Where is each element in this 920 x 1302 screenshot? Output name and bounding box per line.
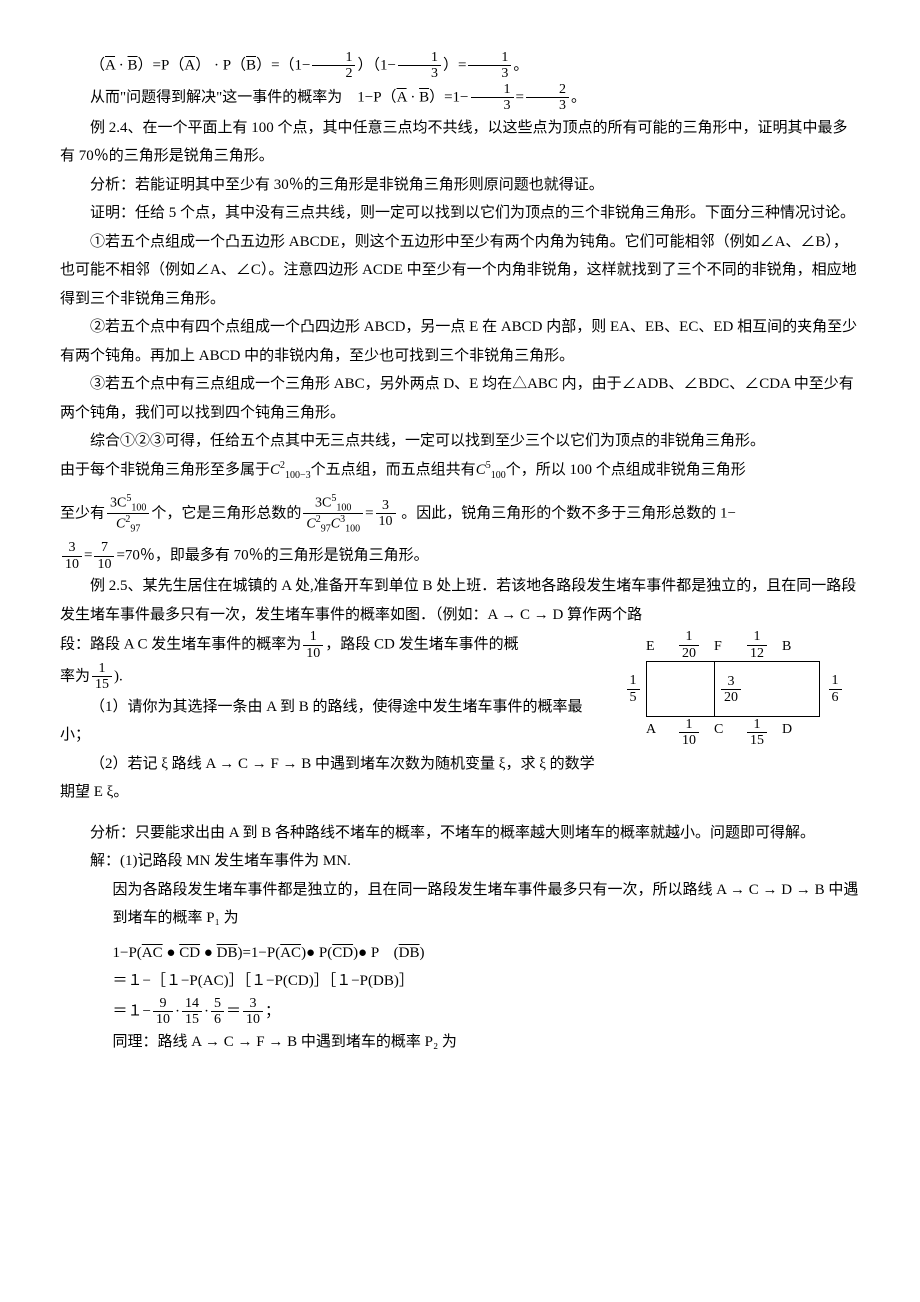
example-2-5-intro: 例 2.5、某先生居住在城镇的 A 处,准备开车到单位 B 处上班．若该地各路段…: [60, 572, 860, 629]
ex25-line-a: 段：路段 A C 发生堵车事件的概率为110，路段 CD 发生堵车事件的概: [60, 629, 608, 661]
example-2-4: 例 2.4、在一个平面上有 100 个点，其中任意三点均不共线，以这些点为顶点的…: [60, 114, 860, 171]
analysis-2-5: 分析：只要能求出由 A 到 B 各种路线不堵车的概率，不堵车的概率越大则堵车的概…: [60, 819, 860, 848]
question-1: （1）请你为其选择一条由 A 到 B 的路线，使得途中发生堵车事件的概率最小；: [60, 693, 608, 750]
combinatorial-line-2: 至少有3C5100C297个，它是三角形总数的3C5100C297C3100=3…: [60, 493, 860, 535]
ex25-line-b: 率为115).: [60, 661, 608, 693]
case-summary: 综合①②③可得，任给五个点其中无三点共线，一定可以找到至少三个以它们为顶点的非锐…: [60, 427, 860, 456]
prob-calc-2: ＝１−［１−P(AC)］［１−P(CD)］［１−P(DB)］: [113, 967, 861, 996]
similarly-line: 同理：路线 A → C → F → B 中遇到堵车的概率 P₂ 为: [113, 1028, 861, 1057]
combinatorial-line-3: 310=710=70％，即最多有 70％的三角形是锐角三角形。: [60, 540, 860, 572]
combinatorial-line-1: 由于每个非锐角三角形至多属于C2100−3个五点组，而五点组共有C5100个，所…: [60, 456, 860, 485]
solved-prob-line: 从而"问题得到解决"这一事件的概率为 1−P（A · B）=1−13=23。: [60, 82, 860, 114]
prob-identity-line: （A · B）=P（A） · P（B）=（1−12）（1−13）=13。: [60, 50, 860, 82]
diagram-section: 段：路段 A C 发生堵车事件的概率为110，路段 CD 发生堵车事件的概 率为…: [60, 629, 860, 807]
traffic-diagram: E 120 F 112 B 15 320 16 A 110 C 115 D: [620, 629, 860, 749]
proof-intro: 证明：任给 5 个点，其中没有三点共线，则一定可以找到以它们为顶点的三个非锐角三…: [60, 199, 860, 228]
case-2: ②若五个点中有四个点组成一个凸四边形 ABCD，另一点 E 在 ABCD 内部，…: [60, 313, 860, 370]
prob-calc-1: 1−P(AC ● CD ● DB)=1−P(AC)● P(CD)● P (DB): [113, 939, 861, 968]
solution-start: 解：(1)记路段 MN 发生堵车事件为 MN.: [60, 847, 860, 876]
case-3: ③若五个点中有三点组成一个三角形 ABC，另外两点 D、E 均在△ABC 内，由…: [60, 370, 860, 427]
solution-body: 因为各路段发生堵车事件都是独立的，且在同一路段发生堵车事件最多只有一次，所以路线…: [113, 876, 861, 1056]
prob-calc-3: ＝１−910·1415·56＝310；: [113, 996, 861, 1028]
analysis-2-4: 分析：若能证明其中至少有 30％的三角形是非锐角三角形则原问题也就得证。: [60, 171, 860, 200]
case-1: ①若五个点组成一个凸五边形 ABCDE，则这个五边形中至少有两个内角为钝角。它们…: [60, 228, 860, 314]
question-2: （2）若记 ξ 路线 A → C → F → B 中遇到堵车次数为随机变量 ξ，…: [60, 750, 608, 807]
